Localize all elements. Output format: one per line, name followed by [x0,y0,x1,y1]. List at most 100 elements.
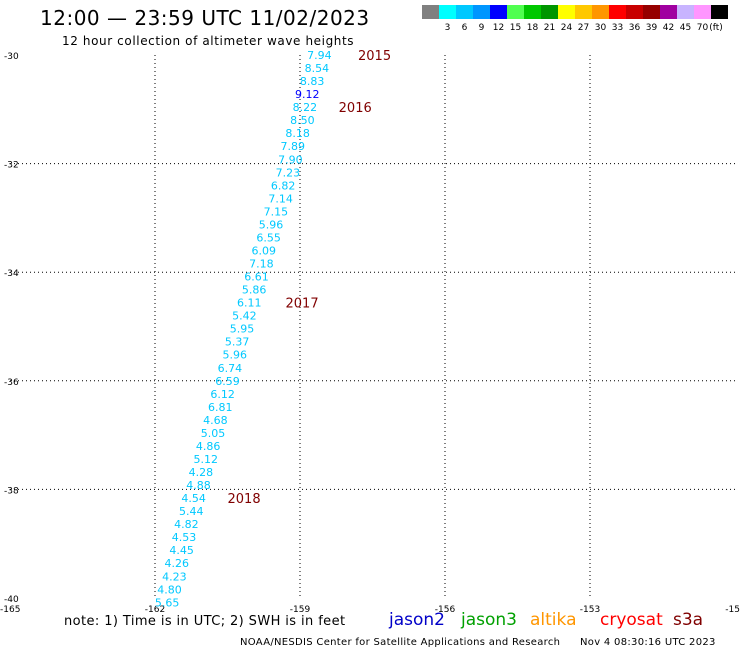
swh-value: 8.50 [290,114,315,127]
colorbar-unit: (ft) [709,23,723,33]
swh-value: 5.65 [155,596,180,609]
satellite-legend-item: cryosat [600,610,663,630]
swh-value: 4.45 [169,544,194,557]
swh-value: 5.86 [242,284,267,297]
swh-value: 7.89 [281,140,306,153]
swh-value: 6.09 [252,244,277,257]
colorbar-swatch [575,5,592,19]
swh-value: 5.05 [201,427,226,440]
colorbar-label: 24 [561,23,573,33]
longitude-label: -162 [145,605,165,615]
swh-value: 4.68 [203,414,228,427]
swh-value: 7.15 [264,205,289,218]
swh-value: 6.59 [215,375,240,388]
colorbar-swatch [507,5,524,19]
swh-value: 8.83 [300,75,325,88]
colorbar-swatch [473,5,490,19]
longitude-tick-labels: -165 -162 -159 -156 -153 -15 [0,605,740,615]
satellite-track: 7.948.548.839.128.228.508.187.897.907.23… [155,49,332,609]
colorbar-swatch [609,5,626,19]
latitude-label: -34 [4,269,19,279]
colorbar-label: 12 [493,23,504,33]
generation-timestamp: Nov 4 08:30:16 UTC 2023 [580,637,716,648]
latitude-label: -30 [4,52,19,62]
swh-value: 8.18 [285,127,310,140]
swh-value: 6.11 [237,297,262,310]
swh-value: 5.96 [223,349,248,362]
swh-value: 5.44 [179,505,204,518]
colorbar-swatch [660,5,677,19]
colorbar-label: 39 [646,23,658,33]
longitude-label: -15 [725,605,740,615]
swh-value: 7.14 [268,192,293,205]
colorbar-label: 18 [527,23,539,33]
map-subtitle: 12 hour collection of altimeter wave hei… [62,34,354,48]
satellite-legend-item: jason2 [388,610,445,630]
swh-value: 6.55 [256,231,281,244]
swh-value: 8.54 [305,62,330,75]
footnote: note: 1) Time is in UTC; 2) SWH is in fe… [64,614,345,629]
swh-value: 4.26 [165,557,190,570]
colorbar-swatch [456,5,473,19]
swh-value: 4.53 [172,531,197,544]
time-label: 2015 [358,49,391,64]
swh-value: 5.12 [194,453,219,466]
colorbar-label: 45 [680,23,691,33]
swh-value: 7.94 [307,49,332,62]
swh-value: 5.37 [225,336,250,349]
colorbar-swatch [422,5,439,19]
colorbar-swatch [439,5,456,19]
map-title: 12:00 — 23:59 UTC 11/02/2023 [40,6,370,30]
latitude-tick-labels: -30 -32 -34 -36 -38 -40 [4,52,19,605]
swh-value: 4.80 [157,583,182,596]
swh-value: 4.86 [196,440,221,453]
longitude-label: -159 [290,605,311,615]
time-label: 2016 [339,101,372,116]
swh-value: 4.82 [174,518,199,531]
satellite-legend-item: altika [530,610,577,630]
colorbar-label: 33 [612,23,623,33]
colorbar-swatch [524,5,541,19]
colorbar-label: 27 [578,23,589,33]
colorbar-swatch [677,5,694,19]
swh-value: 7.18 [249,258,274,271]
swh-value: 6.82 [271,179,296,192]
satellite-legend: jason2 jason3 altika cryosat s3a [388,610,703,630]
swh-value: 7.90 [278,153,303,166]
colorbar-swatch [626,5,643,19]
lat-lon-grid [10,55,735,598]
colorbar-swatch [643,5,660,19]
swh-value: 9.12 [295,88,320,101]
latitude-label: -32 [4,161,19,171]
credit-line: NOAA/NESDIS Center for Satellite Applica… [240,637,560,648]
swh-value: 5.95 [230,323,255,336]
colorbar-label: 36 [629,23,641,33]
swh-value: 8.22 [293,101,318,114]
satellite-legend-item: s3a [673,610,703,630]
colorbar-label: 15 [510,23,521,33]
colorbar-swatch [490,5,507,19]
swh-value: 4.88 [186,479,211,492]
satellite-legend-item: jason3 [460,610,517,630]
latitude-label: -36 [4,378,19,388]
swh-value: 5.42 [232,310,257,323]
swh-value: 4.28 [189,466,214,479]
colorbar-label: 70 [697,23,709,33]
swh-value: 4.54 [181,492,206,505]
colorbar-label: 3 [445,23,451,33]
latitude-label: -40 [4,595,19,605]
longitude-label: -156 [435,605,456,615]
swh-value: 6.74 [218,362,243,375]
swh-value: 6.81 [208,401,233,414]
wave-height-colorbar: 3 6 9 12 15 18 21 24 27 30 33 36 39 42 45 70 (ft) [422,5,728,33]
colorbar-swatch [711,5,728,19]
swh-value: 6.12 [210,388,235,401]
swh-value: 5.96 [259,218,284,231]
swh-value: 6.61 [244,271,269,284]
latitude-label: -38 [4,486,19,496]
longitude-label: -165 [0,605,20,615]
track-time-labels: 2015 2016 2017 2018 [228,49,392,507]
colorbar-swatch [694,5,711,19]
swh-value: 7.23 [276,166,301,179]
